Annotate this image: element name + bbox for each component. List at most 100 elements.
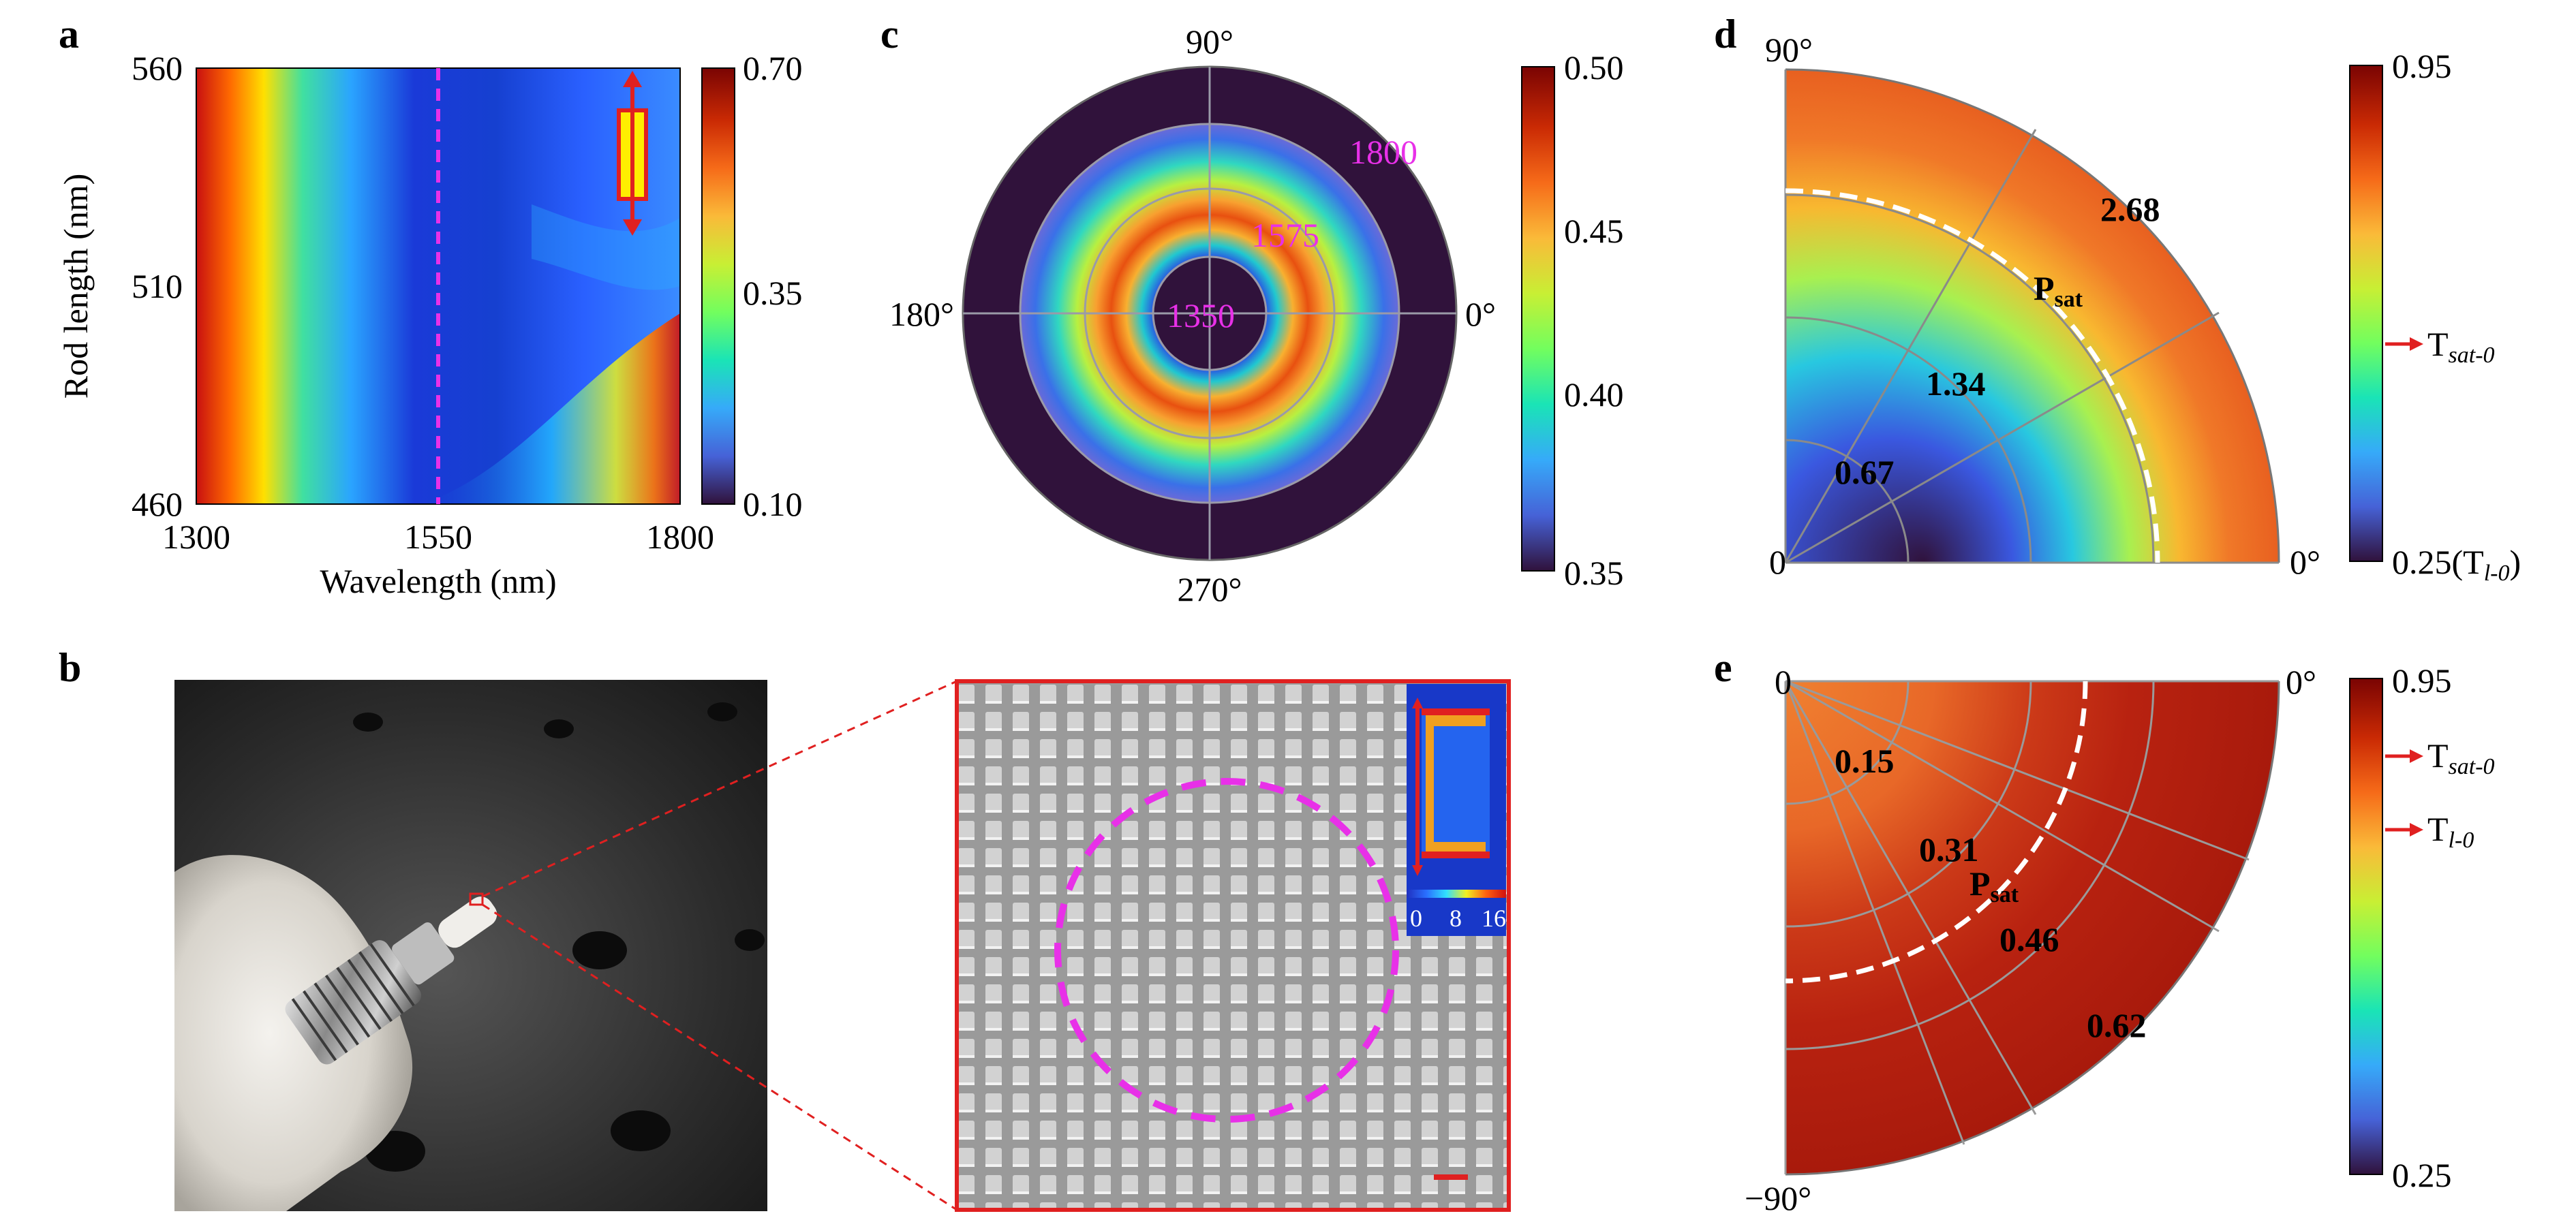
psat-label-d: Psat bbox=[2034, 269, 2083, 312]
colorbar-tick-bottom: 0.25(Tl-0) bbox=[2392, 543, 2521, 586]
colorbar-a-bar bbox=[701, 67, 735, 505]
origin-label: 0 bbox=[1769, 543, 1786, 581]
y-tick: 510 bbox=[132, 267, 183, 305]
saturation-boundary-d bbox=[1785, 188, 2160, 563]
angle-label-0: 0° bbox=[1465, 295, 1496, 333]
polar-c-ring-labels: 1350 1575 1800 bbox=[1167, 133, 1417, 334]
radial-label: 0.31 bbox=[1919, 830, 1979, 869]
optical-table-holes bbox=[353, 702, 765, 1172]
quadrant-d-angle-labels: 90° 0° 0 bbox=[1765, 31, 2320, 581]
radial-label: 0.62 bbox=[2087, 1006, 2147, 1044]
radial-label: 1.34 bbox=[1926, 364, 1986, 403]
colorbar-tick: 0.50 bbox=[1564, 48, 1624, 87]
y-tick: 460 bbox=[132, 485, 183, 523]
colorbar-tick: 0.45 bbox=[1564, 212, 1624, 250]
colorbar-c: 0.50 0.45 0.40 0.35 bbox=[1521, 48, 1624, 592]
field-inset: 0 8 16 bbox=[1407, 684, 1506, 936]
polar-map-c: 1350 1575 1800 bbox=[962, 65, 1458, 561]
panel-label-d: d bbox=[1714, 12, 1736, 57]
colorbar-tick: 0.95 bbox=[2392, 47, 2452, 85]
heatmap-a bbox=[196, 67, 681, 505]
quadrant-e-angle-labels: 0 0° −90° bbox=[1745, 663, 2316, 1217]
inset-tick: 0 bbox=[1410, 905, 1422, 932]
fiber-connector bbox=[285, 896, 497, 1065]
y-axis-ticks-a: 560 510 460 bbox=[132, 49, 183, 523]
zoom-region bbox=[469, 892, 484, 906]
beam-spot-outline bbox=[1054, 778, 1399, 1123]
colorbar-tick: 0.40 bbox=[1564, 375, 1624, 413]
radial-label: 2.68 bbox=[2100, 190, 2160, 228]
colorbar-tick: 0.95 bbox=[2392, 661, 2452, 700]
marker-label-tsat: Tsat-0 bbox=[2427, 736, 2495, 779]
colorbar-tick: 0.25 bbox=[2392, 1156, 2452, 1194]
marker-arrow-head bbox=[2410, 749, 2423, 763]
angle-label-270: 270° bbox=[1178, 570, 1242, 608]
zoom-line-top bbox=[482, 680, 957, 898]
inset-tick: 8 bbox=[1450, 905, 1462, 932]
angle-label-90: 90° bbox=[1186, 22, 1233, 61]
panel-c: c 1350 1575 1800 90° 180° 0° 270° bbox=[880, 12, 1624, 608]
quadrant-e-grid bbox=[1784, 680, 2280, 1176]
inset-colorbar-ticks: 0 8 16 bbox=[1410, 905, 1506, 932]
arrow-head-down bbox=[623, 219, 642, 236]
heatmap-a-lower-band bbox=[423, 313, 680, 504]
radial-label: 0.67 bbox=[1835, 453, 1895, 491]
angle-label-90: 90° bbox=[1765, 31, 1813, 69]
panel-b: b bbox=[59, 645, 1511, 1212]
polar-c-angle-labels: 90° 180° 0° 270° bbox=[889, 22, 1496, 608]
colorbar-e: 0.95 0.25 Tsat-0 Tl-0 bbox=[2349, 661, 2495, 1194]
colorbar-tick: 0.35 bbox=[1564, 554, 1624, 592]
psat-label-e: Psat bbox=[1969, 864, 2019, 907]
x-axis-ticks-a: 1300 1550 1800 bbox=[162, 518, 714, 556]
quadrant-e-radial-labels: 0.15 0.31 0.46 0.62 bbox=[1835, 742, 2147, 1044]
y-axis-label-a: Rod length (nm) bbox=[57, 174, 95, 399]
panel-label-e: e bbox=[1714, 645, 1732, 690]
colorbar-tick: 0.70 bbox=[743, 49, 803, 87]
panel-e: e 0.15 0.31 0.46 0.62 Psa bbox=[1714, 645, 2495, 1217]
marker-arrow-head bbox=[2410, 337, 2423, 351]
marker-arrow-head bbox=[2410, 823, 2423, 837]
panel-label-c: c bbox=[880, 12, 899, 57]
colorbar-tick: 0.10 bbox=[743, 485, 803, 523]
ring-label: 1575 bbox=[1251, 216, 1319, 254]
marker-label-tsat: Tsat-0 bbox=[2427, 325, 2495, 368]
ring-label: 1800 bbox=[1349, 133, 1417, 171]
panel-label-b: b bbox=[59, 645, 81, 690]
sem-frame bbox=[955, 679, 1511, 1212]
panel-d: d 0.67 1.34 2.68 Psat 90° 0° bbox=[1714, 12, 2521, 586]
heatmap-a-upper-band bbox=[532, 204, 680, 290]
colorbar-e-bar bbox=[2349, 678, 2383, 1175]
radial-label: 0.15 bbox=[1835, 742, 1895, 780]
quadrant-d-grid bbox=[1784, 68, 2280, 564]
colorbar-tick: 0.35 bbox=[743, 274, 803, 312]
colorbar-c-ticks: 0.50 0.45 0.40 0.35 bbox=[1564, 48, 1624, 592]
colorbar-a: 0.70 0.35 0.10 bbox=[701, 49, 803, 523]
arrow-head-up bbox=[623, 71, 642, 87]
colorbar-a-ticks: 0.70 0.35 0.10 bbox=[743, 49, 803, 523]
angle-label-180: 180° bbox=[889, 295, 954, 333]
quadrant-d-fill bbox=[1785, 69, 2279, 563]
radial-label: 0.46 bbox=[1999, 920, 2059, 958]
x-axis-label-a: Wavelength (nm) bbox=[320, 562, 556, 600]
quadrant-map-e: 0.15 0.31 0.46 0.62 Psat bbox=[1784, 680, 2280, 1176]
origin-label: 0 bbox=[1775, 663, 1792, 701]
quadrant-e-fill bbox=[1785, 681, 2279, 1174]
x-tick: 1300 bbox=[162, 518, 230, 556]
colorbar-d: 0.95 0.25(Tl-0) Tsat-0 bbox=[2349, 47, 2521, 586]
polar-c-grid bbox=[962, 65, 1458, 561]
sem-image: 0 8 16 bbox=[955, 679, 1511, 1212]
gloved-hand bbox=[174, 855, 413, 1211]
panel-a: a 560 510 460 1300 1550 1800 Wavelength … bbox=[57, 12, 803, 600]
panel-label-a: a bbox=[59, 12, 79, 57]
angle-label-0: 0° bbox=[2290, 543, 2320, 581]
angle-label-0: 0° bbox=[2286, 663, 2316, 701]
marker-label-tl: Tl-0 bbox=[2427, 810, 2474, 853]
colorbar-d-bar bbox=[2349, 65, 2383, 562]
y-tick: 560 bbox=[132, 49, 183, 87]
colorbar-c-bar bbox=[1521, 66, 1555, 572]
zoom-line-bottom bbox=[482, 903, 957, 1211]
inset-tick: 16 bbox=[1482, 905, 1506, 932]
quadrant-map-d: 0.67 1.34 2.68 Psat bbox=[1784, 68, 2280, 564]
fiber-photo bbox=[174, 680, 767, 1211]
